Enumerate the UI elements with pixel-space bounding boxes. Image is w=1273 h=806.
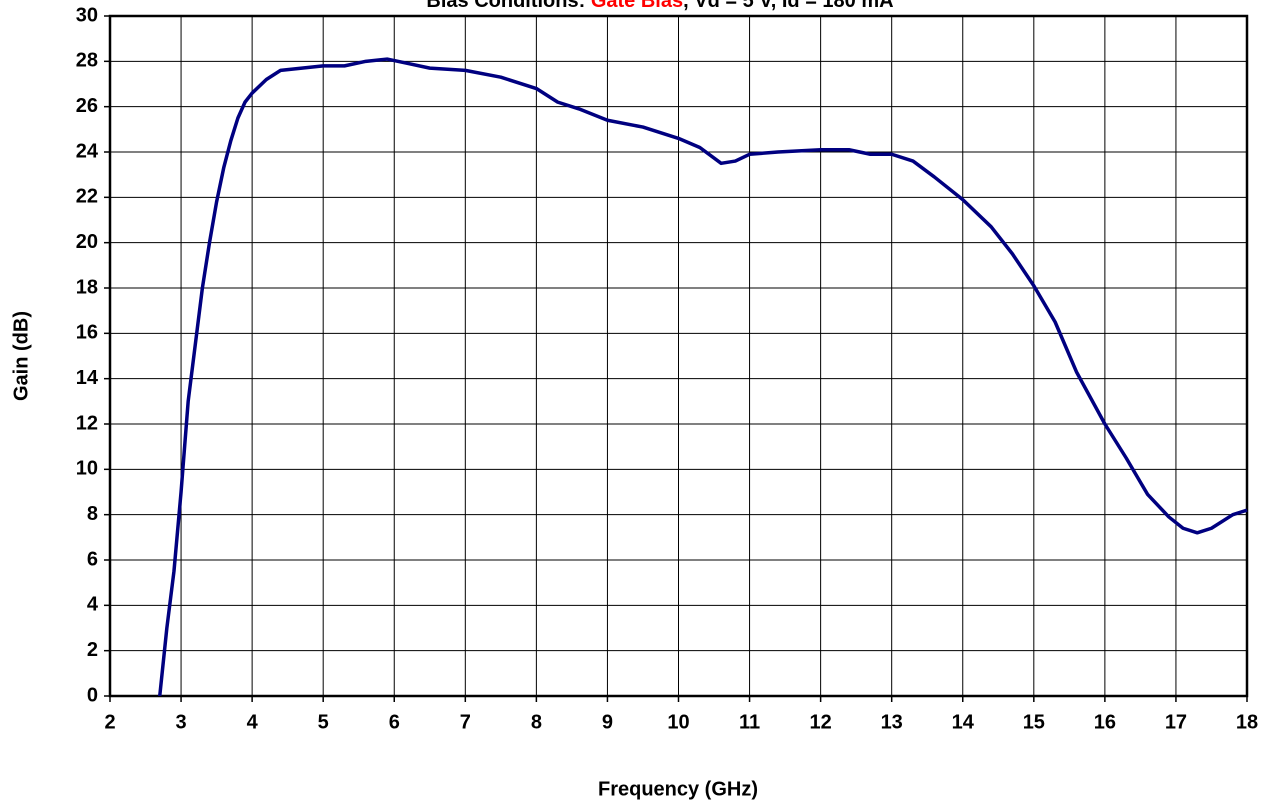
title-part: Bias Conditions: [426, 0, 590, 12]
title-part: Gate Bias [591, 0, 683, 12]
y-tick-label: 24 [76, 140, 99, 162]
x-tick-label: 13 [881, 711, 903, 733]
x-tick-label: 3 [176, 711, 187, 733]
x-axis-label: Frequency (GHz) [598, 778, 758, 800]
title-part: , Vd = 5 V, Id = 180 mA [683, 0, 893, 12]
x-tick-label: 12 [810, 711, 832, 733]
y-tick-label: 28 [76, 50, 98, 72]
y-tick-label: 12 [76, 412, 98, 434]
chart-title: Bias Conditions: Gate Bias, Vd = 5 V, Id… [426, 0, 893, 12]
y-tick-label: 0 [87, 684, 98, 706]
y-tick-label: 30 [76, 4, 98, 26]
x-tick-label: 16 [1094, 711, 1116, 733]
data-line [158, 57, 1248, 697]
y-tick-label: 6 [87, 548, 98, 570]
y-tick-label: 8 [87, 503, 98, 525]
y-axis-label: Gain (dB) [10, 311, 32, 401]
y-tick-label: 22 [76, 186, 98, 208]
x-tick-label: 4 [247, 711, 259, 733]
x-tick-label: 18 [1236, 711, 1258, 733]
x-tick-label: 15 [1023, 711, 1045, 733]
y-tick-label: 18 [76, 276, 98, 298]
x-tick-label: 6 [389, 711, 400, 733]
x-tick-label: 2 [104, 711, 115, 733]
x-tick-label: 11 [739, 711, 760, 733]
y-tick-label: 10 [76, 458, 98, 480]
x-tick-label: 5 [318, 711, 329, 733]
x-tick-label: 10 [667, 711, 689, 733]
y-tick-label: 26 [76, 95, 98, 117]
y-tick-label: 16 [76, 322, 98, 344]
x-tick-label: 14 [952, 711, 975, 733]
y-tick-label: 4 [87, 594, 99, 616]
x-tick-label: 9 [602, 711, 613, 733]
plot-frame [108, 14, 1249, 698]
y-tick-label: 2 [87, 639, 98, 661]
y-tick-label: 20 [76, 231, 98, 253]
x-tick-label: 17 [1165, 711, 1187, 733]
y-tick-label: 14 [76, 367, 99, 389]
x-tick-label: 8 [531, 711, 542, 733]
x-tick-label: 7 [460, 711, 471, 733]
